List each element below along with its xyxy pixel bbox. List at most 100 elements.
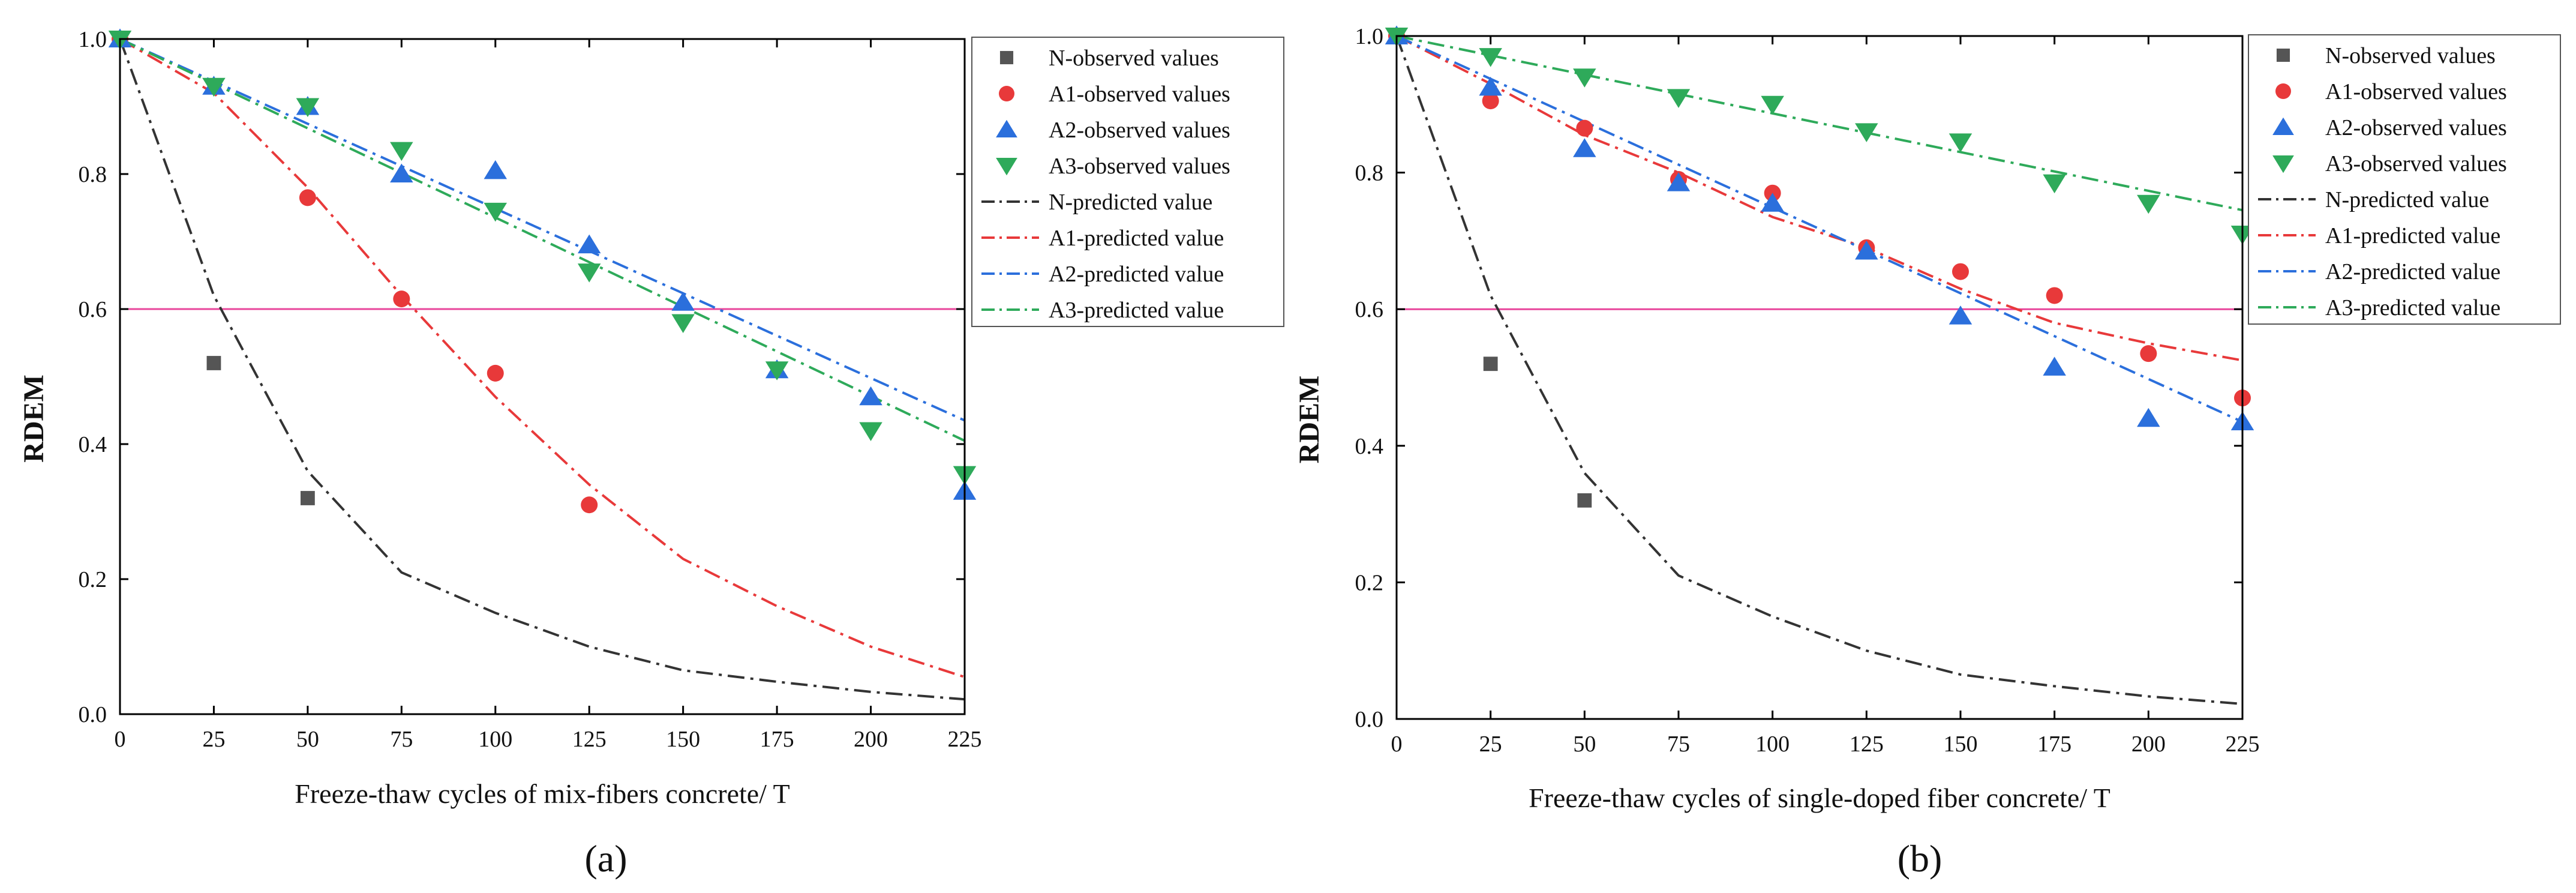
x-tick-label: 25 (202, 727, 225, 752)
x-tick-label: 150 (1944, 732, 1978, 757)
legend-label-n-predicted: N-predicted value (2325, 187, 2489, 212)
legend-frame (2248, 34, 2561, 325)
data-point-a3-5 (577, 263, 601, 283)
y-tick-label: 0.6 (1355, 297, 1384, 322)
x-tick-label: 50 (1573, 732, 1596, 757)
data-point-a3-7 (2043, 174, 2066, 194)
data-point-a3-1 (202, 77, 226, 97)
data-point-a3-3 (1667, 89, 1691, 108)
y-tick-label: 1.0 (1355, 24, 1384, 49)
panel-caption: (b) (1898, 837, 1942, 880)
data-point-n-2 (1577, 493, 1592, 508)
legend-frame (971, 37, 1284, 327)
data-point-a1-2 (393, 290, 410, 308)
legend-marker-a3 (996, 158, 1017, 176)
legend-label-a1-observed: A1-observed values (2325, 79, 2507, 104)
data-point-a3-6 (671, 314, 695, 333)
data-point-a2-2 (1573, 138, 1596, 157)
data-point-n-1 (1483, 356, 1498, 371)
legend: N-observed values A1-observed values A2-ob… (971, 37, 1284, 327)
data-point-a1-3 (487, 364, 504, 382)
data-point-a1-2 (1576, 119, 1593, 137)
y-axis-label: RDEM (1293, 376, 1325, 464)
data-point-a2-1 (1479, 76, 1502, 96)
data-point-a1-1 (1482, 92, 1499, 110)
observed-points (1385, 25, 2254, 508)
y-tick-label: 0.0 (1355, 707, 1384, 732)
data-point-a2-6 (671, 292, 695, 311)
predicted-line-a1 (1397, 36, 2242, 362)
predicted-line-a2 (120, 39, 965, 422)
legend-label-a3-observed: A3-observed values (2325, 151, 2507, 176)
y-tick-label: 0.8 (1355, 161, 1384, 186)
predicted-line-a3 (1397, 36, 2242, 212)
data-point-a3-8 (859, 422, 882, 441)
data-point-n-1 (206, 356, 221, 370)
x-axis-label: Freeze-thaw cycles of mix-fibers concret… (295, 778, 789, 809)
y-tick-label: 1.0 (79, 27, 107, 52)
legend-label-n-observed: N-observed values (1049, 46, 1219, 71)
plot-frame (1395, 35, 2244, 720)
x-tick-label: 125 (1850, 732, 1884, 757)
data-point-a1-7 (2046, 287, 2063, 304)
data-point-a2-6 (1948, 305, 1972, 325)
legend-label-a3-predicted: A3-predicted value (1049, 298, 1224, 323)
legend-label-a1-predicted: A1-predicted value (2325, 223, 2500, 248)
panel-caption: (a) (584, 837, 627, 880)
legend-label-a2-observed: A2-observed values (1049, 118, 1230, 143)
legend-label-n-observed: N-observed values (2325, 43, 2496, 68)
x-tick-label: 225 (948, 727, 982, 752)
data-point-a2-5 (577, 234, 601, 254)
data-point-a2-4 (1761, 193, 1784, 212)
x-tick-label: 200 (2131, 732, 2166, 757)
x-axis-label: Freeze-thaw cycles of single-doped fiber… (1529, 783, 2110, 813)
predicted-line-a3 (120, 39, 965, 442)
data-point-a2-7 (2043, 356, 2066, 376)
x-tick-label: 25 (1479, 732, 1502, 757)
x-tick-label: 100 (1755, 732, 1790, 757)
chart-panel-a: 0 25 50 75 100 125 150 175 200 225 0.0 0.2 0.4 0.6 0.8… (18, 27, 1284, 880)
predicted-line-n (120, 39, 965, 701)
y-tick-label: 0.6 (79, 297, 107, 322)
x-tick-label: 150 (666, 727, 700, 752)
data-point-a2-8 (859, 386, 882, 406)
data-point-a3-5 (1855, 123, 1878, 142)
data-point-n-2 (300, 491, 315, 505)
y-tick-label: 0.4 (79, 432, 107, 457)
x-tick-label: 200 (854, 727, 888, 752)
y-tick-label: 0.4 (1355, 434, 1384, 459)
legend: N-observed values A1-observed values A2-ob… (2248, 34, 2561, 325)
data-point-a1-4 (581, 496, 598, 514)
data-point-a2-8 (2137, 407, 2160, 427)
y-tick-label: 0.2 (1355, 570, 1384, 595)
x-tick-label: 125 (572, 727, 607, 752)
y-tick-label: 0.0 (79, 702, 107, 727)
data-point-a3-2 (296, 98, 320, 117)
legend-label-a1-observed: A1-observed values (1049, 82, 1230, 107)
legend-marker-n (2276, 48, 2290, 62)
data-point-a1-8 (2140, 345, 2157, 362)
legend-label-a1-predicted: A1-predicted value (1049, 226, 1224, 251)
predicted-line-n (1397, 36, 2242, 705)
data-point-a2-4 (484, 160, 508, 179)
y-axis-label: RDEM (18, 374, 50, 463)
legend-label-a3-observed: A3-observed values (1049, 154, 1230, 179)
legend-marker-a2 (2272, 117, 2294, 135)
data-point-a3-7 (765, 361, 789, 380)
legend-label-a3-predicted: A3-predicted value (2325, 295, 2500, 320)
data-point-a3-2 (1573, 68, 1596, 88)
legend-marker-a2 (996, 119, 1017, 137)
data-point-a3-4 (484, 202, 508, 222)
data-point-a1-1 (299, 189, 316, 206)
legend-label-n-predicted: N-predicted value (1049, 190, 1212, 215)
data-point-a3-3 (390, 142, 413, 161)
chart-panel-b: 0 25 50 75 100 125 150 175 200 225 0.0 0.2 0.4 0.6 0.8… (1293, 24, 2561, 880)
legend-marker-a3 (2272, 155, 2294, 173)
legend-marker-n (999, 50, 1014, 65)
x-tick-label: 75 (390, 727, 413, 752)
plot-frame (119, 38, 966, 715)
legend-marker-a1 (999, 86, 1014, 101)
data-point-a3-4 (1761, 95, 1784, 115)
legend-label-a2-observed: A2-observed values (2325, 115, 2507, 140)
